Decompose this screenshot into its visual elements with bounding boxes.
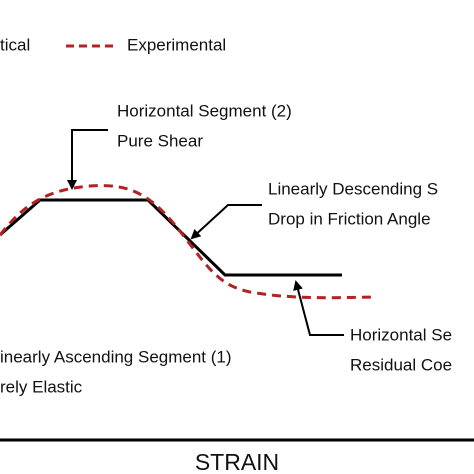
x-axis-label: STRAIN (195, 449, 279, 474)
legend-theoretical: tical (0, 35, 30, 54)
annotation-title: Linearly Descending S (268, 179, 438, 198)
annotation-subtitle: Pure Shear (117, 131, 203, 150)
annotation-title: Horizontal Se (350, 325, 452, 344)
experimental-curve (0, 184, 376, 300)
annotation-arrow (67, 129, 108, 190)
legend-experimental: Experimental (127, 35, 226, 54)
annotation-title: inearly Ascending Segment (1) (0, 347, 232, 366)
annotation-arrow (293, 280, 344, 336)
annotation-subtitle: Drop in Friction Angle (268, 209, 431, 228)
annotation-arrow (190, 204, 262, 240)
annotation-subtitle: Residual Coe (350, 355, 452, 374)
annotation-title: Horizontal Segment (2) (117, 101, 292, 120)
annotation-subtitle: rely Elastic (0, 377, 83, 396)
